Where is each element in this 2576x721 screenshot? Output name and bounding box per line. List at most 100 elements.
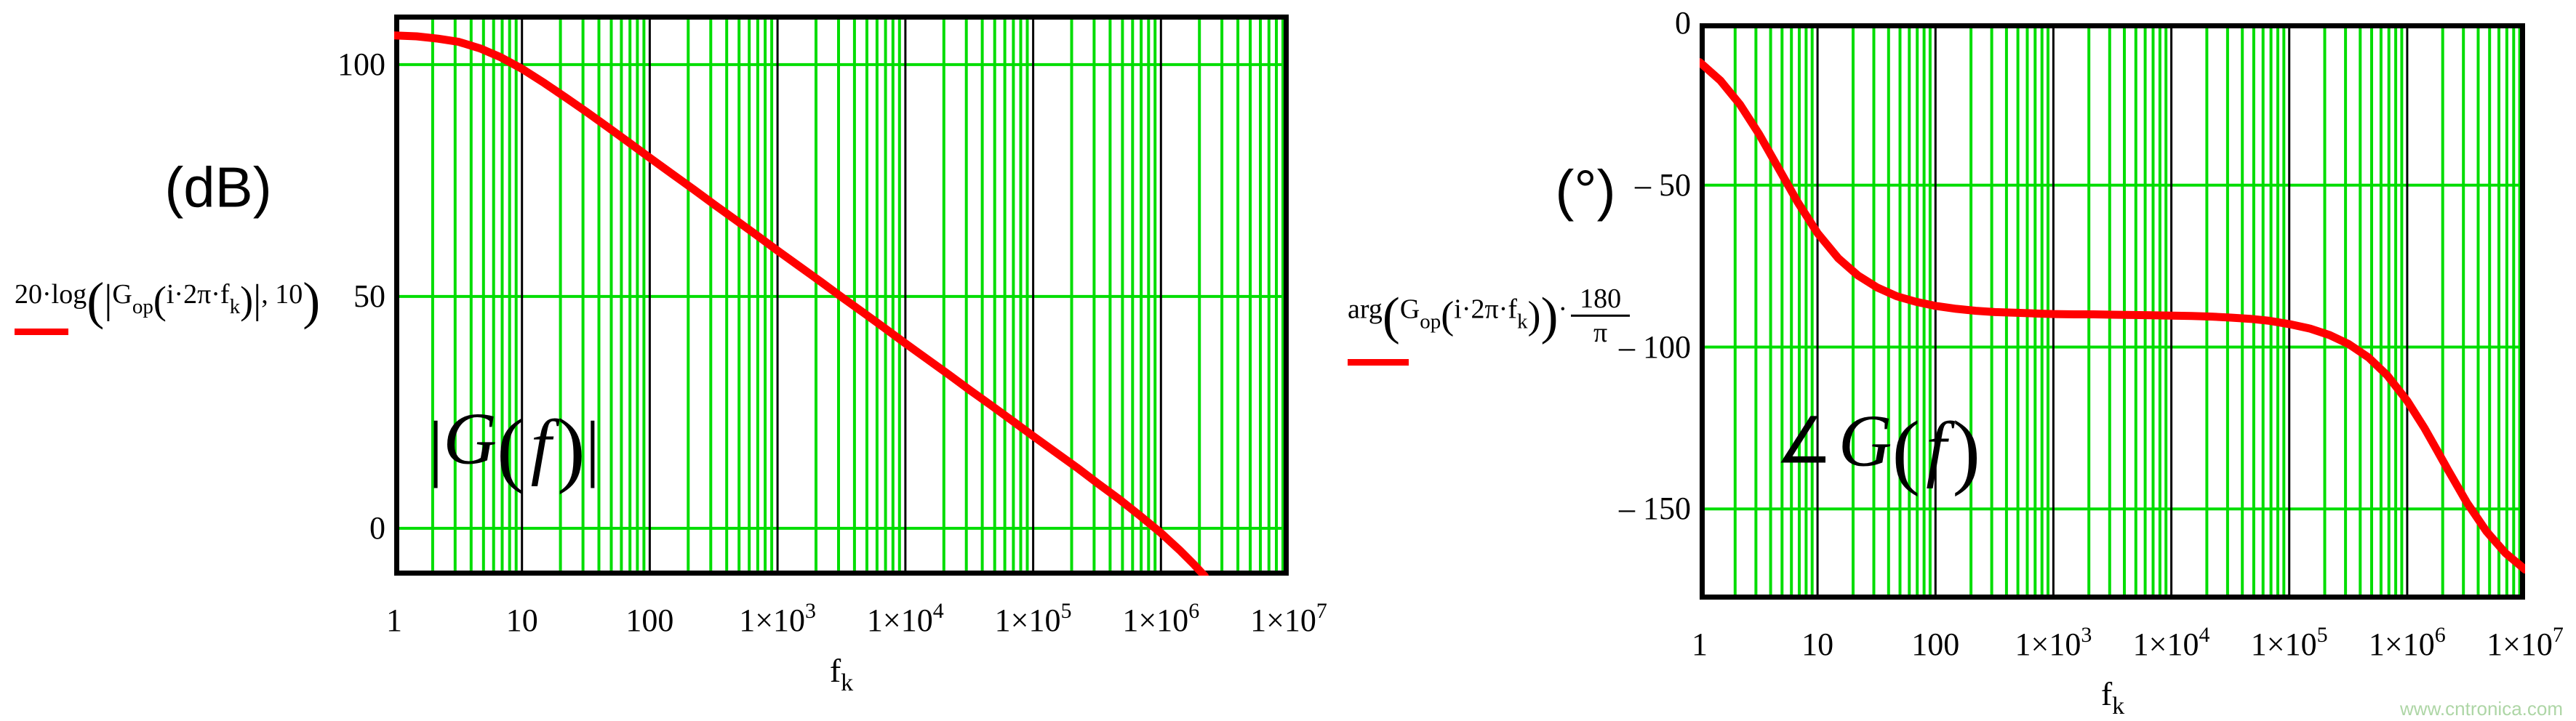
x-tick-exponent: 5 [1060, 599, 1072, 623]
x-tick-exponent: 4 [932, 599, 944, 623]
abs-bar-glyph: | [104, 277, 113, 322]
argument-text: i·2π·f [166, 279, 230, 310]
x-tick-base: 1×10 [994, 603, 1061, 638]
x-axis-variable: f [2100, 675, 2113, 712]
x-tick-label: 1×107 [2456, 623, 2576, 666]
x-axis-variable-subscript: k [841, 669, 854, 696]
x-tick-exponent: 3 [805, 599, 817, 623]
phase-unit-label[interactable]: (°) [1555, 158, 1616, 222]
x-axis-variable-subscript: k [2112, 693, 2125, 720]
x-tick-base: 1 [386, 603, 402, 638]
log-base-text: , 10 [261, 279, 303, 310]
phase-curve-label[interactable]: ∠G(f) [1775, 399, 1980, 500]
x-tick-label: 100 [580, 603, 719, 642]
fraction-denominator: π [1571, 314, 1631, 350]
phase-expression[interactable]: arg(Gop(i·2π·fk))· 180 π [1348, 283, 1631, 350]
arg-function-text: arg [1348, 294, 1383, 325]
x-tick-exponent: 3 [2081, 623, 2092, 647]
x-tick-label: 1×105 [2220, 623, 2359, 666]
x-tick-base: 1 [1692, 627, 1708, 662]
phase-legend-line [1348, 359, 1409, 366]
magnitude-legend-line [15, 329, 68, 335]
y-tick-label: – 50 [1635, 166, 1691, 203]
open-paren-glyph: ( [1382, 286, 1400, 345]
watermark-text: www.cntronica.com [2400, 698, 2563, 720]
x-tick-label: 1×104 [836, 599, 975, 642]
x-tick-exponent: 7 [2552, 623, 2564, 647]
magnitude-expression[interactable]: 20·log(|Gop(i·2π·fk)|, 10) [15, 275, 320, 327]
G-symbol: G [443, 398, 497, 480]
y-tick-label: 50 [353, 278, 385, 314]
y-tick-label: 0 [1675, 5, 1691, 41]
x-tick-exponent: 4 [2199, 623, 2210, 647]
plot-frame-border [394, 15, 1289, 576]
x-tick-exponent: 7 [1316, 599, 1327, 623]
x-tick-base: 10 [1801, 627, 1834, 662]
y-tick-label: 100 [337, 46, 385, 82]
close-paren-glyph: ) [240, 278, 254, 322]
grid-minor-lines [1733, 23, 2521, 600]
open-paren-glyph: ( [153, 278, 167, 322]
close-paren-glyph: ) [1527, 293, 1541, 337]
x-tick-base: 100 [625, 603, 674, 638]
y-tick-label: 0 [369, 509, 385, 546]
x-tick-base: 1×10 [2250, 627, 2317, 662]
close-paren-glyph: ) [303, 272, 321, 330]
x-tick-label: 10 [453, 603, 591, 642]
close-paren-glyph: ) [557, 402, 585, 496]
abs-bar-glyph: | [585, 406, 601, 489]
frequency-subscript: k [229, 295, 241, 318]
x-axis-title[interactable]: fk [2100, 674, 2124, 720]
x-tick-base: 100 [1911, 627, 1960, 662]
x-tick-label: 1×105 [964, 599, 1103, 642]
x-tick-base: 1×10 [866, 603, 933, 638]
x-tick-exponent: 5 [2316, 623, 2328, 647]
grid-decade-lines [521, 15, 1162, 576]
x-axis-title[interactable]: fk [829, 651, 853, 696]
angle-icon: ∠ [1775, 403, 1833, 478]
x-tick-base: 1×10 [2368, 627, 2435, 662]
gain-subscript: op [1420, 310, 1441, 334]
close-paren-glyph: ) [1952, 404, 1981, 498]
x-tick-base: 1×10 [2015, 627, 2081, 662]
magnitude-plot-area[interactable] [394, 15, 1289, 576]
frequency-subscript: k [1516, 310, 1528, 334]
x-tick-label: 10 [1748, 627, 1887, 666]
G-symbol: G [1838, 400, 1892, 483]
f-symbol: f [530, 405, 552, 488]
y-tick-label: – 150 [1619, 491, 1691, 527]
x-tick-label: 100 [1866, 627, 2004, 666]
gain-subscript: op [132, 295, 153, 318]
x-tick-label: 1×103 [708, 599, 847, 642]
rad-to-deg-fraction: 180 π [1571, 283, 1631, 350]
x-tick-label: 1 [1631, 627, 1769, 666]
magnitude-curve-label[interactable]: |G(f)| [428, 397, 600, 498]
multiply-dot-glyph: · [1558, 294, 1568, 325]
x-tick-base: 10 [505, 603, 538, 638]
grid-horizontal-lines [1700, 183, 2525, 511]
x-tick-label: 1×106 [1092, 599, 1230, 642]
phase-curve [1700, 58, 2525, 574]
argument-text: i·2π·f [1454, 294, 1517, 325]
x-tick-base: 1×10 [1250, 603, 1316, 638]
f-symbol: f [1926, 407, 1947, 490]
magnitude-curve [394, 31, 1209, 576]
x-tick-label: 1×103 [1984, 623, 2122, 666]
x-tick-label: 1×107 [1220, 599, 1358, 642]
expression-text: 20·log [15, 279, 87, 310]
phase-plot-area[interactable] [1700, 23, 2525, 600]
magnitude-unit-label[interactable]: (dB) [164, 155, 272, 219]
open-paren-glyph: ( [497, 402, 525, 496]
x-tick-base: 1×10 [2487, 627, 2553, 662]
fraction-numerator: 180 [1580, 283, 1622, 314]
phase-chart-svg [1700, 23, 2525, 600]
close-paren-glyph: ) [1540, 286, 1559, 345]
x-axis-variable: f [829, 652, 841, 689]
x-tick-base: 1×10 [739, 603, 806, 638]
abs-bar-glyph: | [253, 277, 262, 322]
x-tick-exponent: 6 [2434, 623, 2446, 647]
open-paren-glyph: ( [1892, 404, 1921, 498]
